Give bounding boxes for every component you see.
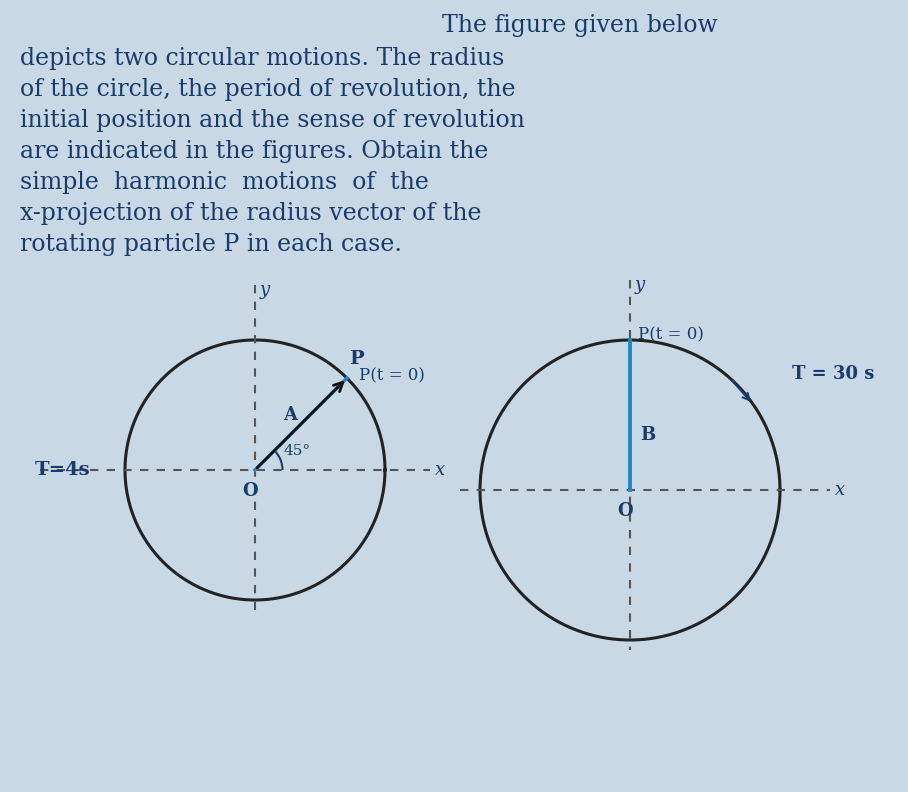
Text: P(t = 0): P(t = 0) [638, 326, 704, 344]
Text: B: B [640, 426, 656, 444]
Text: P: P [349, 350, 363, 368]
Text: O: O [617, 502, 633, 520]
Text: The figure given below: The figure given below [442, 14, 718, 37]
Text: O: O [242, 482, 258, 500]
Text: of the circle, the period of revolution, the: of the circle, the period of revolution,… [20, 78, 516, 101]
Text: initial position and the sense of revolution: initial position and the sense of revolu… [20, 109, 525, 132]
Text: 45°: 45° [283, 444, 311, 458]
Text: P(t = 0): P(t = 0) [359, 367, 425, 385]
Text: are indicated in the figures. Obtain the: are indicated in the figures. Obtain the [20, 140, 489, 163]
Text: y: y [260, 281, 270, 299]
Text: y: y [635, 276, 645, 294]
Text: A: A [283, 406, 297, 424]
Text: T=4s: T=4s [35, 461, 91, 479]
Text: x-projection of the radius vector of the: x-projection of the radius vector of the [20, 202, 481, 225]
Text: rotating particle P in each case.: rotating particle P in each case. [20, 233, 402, 256]
Text: T = 30 s: T = 30 s [792, 364, 874, 383]
Text: simple  harmonic  motions  of  the: simple harmonic motions of the [20, 171, 429, 194]
Text: x: x [835, 481, 845, 499]
Text: depicts two circular motions. The radius: depicts two circular motions. The radius [20, 47, 504, 70]
Text: x: x [435, 461, 445, 479]
